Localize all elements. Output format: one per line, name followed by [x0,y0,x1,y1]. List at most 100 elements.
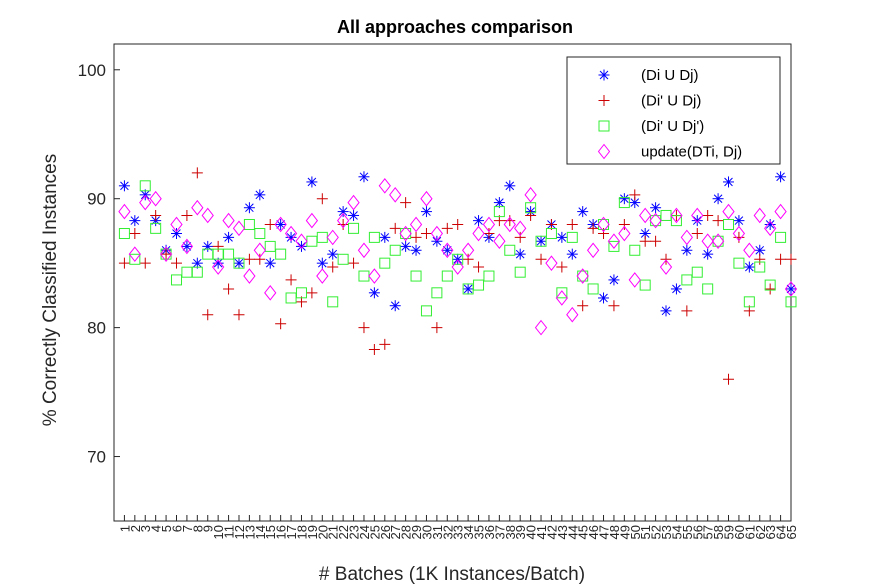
data-point-plus [629,189,641,201]
data-point-diamond [670,207,683,224]
data-point-diamond [399,225,412,242]
asterisk-stroke [734,216,744,225]
asterisk-stroke [672,284,681,294]
x-tick-label: 26 [378,525,393,539]
data-point-square [139,180,151,192]
asterisk-stroke [380,233,390,242]
data-point-square [431,287,443,299]
data-point-diamond [170,216,183,233]
data-point-plus [129,228,141,240]
asterisk-stroke [474,216,483,225]
x-tick-label: 43 [555,525,570,539]
data-point-square [733,257,745,269]
data-point-asterisk [441,244,453,256]
data-point-plus [441,222,453,234]
data-point-asterisk [358,171,370,183]
data-point-diamond [441,242,454,259]
data-point-diamond [586,242,600,259]
asterisk-stroke [630,198,640,207]
data-point-diamond [295,233,308,250]
data-point-diamond [347,194,360,211]
x-tick-label: 49 [617,525,632,539]
data-point-diamond [555,290,568,306]
data-point-plus [525,209,537,221]
data-point-diamond [618,225,631,242]
x-tick-label: 45 [576,525,591,539]
data-point-asterisk [670,283,682,295]
asterisk-stroke [234,258,244,268]
x-tick-label: 14 [253,525,268,539]
data-point-diamond [639,207,652,224]
data-point-square [275,248,287,260]
data-point-diamond [243,268,256,284]
data-point-plus [483,228,495,240]
data-point-diamond [461,242,475,259]
data-point-asterisk [337,206,349,218]
x-tick-label: 23 [347,525,362,539]
asterisk-stroke [661,306,671,316]
x-tick-label: 16 [274,525,289,539]
data-point-square [775,231,787,243]
data-point-asterisk [712,193,724,205]
data-point-diamond [545,255,558,271]
x-tick-label: 31 [430,525,445,539]
data-point-asterisk [368,287,380,299]
x-tick-label: 46 [586,525,601,539]
asterisk-stroke [130,216,140,225]
data-point-square [348,222,360,234]
data-point-asterisk [202,240,214,252]
x-tick-label: 8 [190,525,205,532]
data-point-square [535,235,547,247]
x-tick-label: 60 [732,525,747,539]
y-axis: 70 80 90 100 [78,61,120,467]
x-tick-label: 17 [284,525,299,539]
data-point-plus [702,209,714,221]
x-tick-label: 15 [263,525,278,539]
data-point-asterisk [264,257,276,269]
asterisk-stroke [724,177,733,187]
data-point-square [473,279,485,291]
x-tick-label: 38 [503,525,518,539]
data-point-plus [191,167,203,179]
data-point-plus [691,228,703,240]
asterisk-stroke [286,233,296,242]
data-point-asterisk [295,240,307,252]
data-point-diamond [566,306,579,323]
data-point-diamond [743,242,756,259]
data-point-diamond [576,268,589,284]
data-point-asterisk [566,248,578,260]
data-point-plus [327,261,339,273]
asterisk-stroke [786,284,796,294]
data-point-diamond [472,225,485,242]
x-tick-label: 59 [722,525,737,539]
data-point-square [170,274,182,286]
data-point-diamond [451,259,464,275]
x-axis-label: # Batches (1K Instances/Batch) [319,564,585,585]
data-point-asterisk [723,176,735,188]
legend-label: (Di' U Dj') [641,118,704,135]
data-point-plus [358,322,370,334]
data-point-asterisk [608,274,620,286]
asterisk-stroke [307,177,317,187]
x-tick-label: 44 [565,525,580,539]
data-point-asterisk [389,300,401,312]
data-point-diamond [316,268,329,284]
data-point-square [379,257,391,269]
asterisk-stroke [401,242,410,251]
data-point-asterisk [691,215,703,227]
x-tick-label: 10 [211,525,226,539]
x-tick-label: 21 [326,525,341,539]
data-point-diamond [232,220,246,237]
x-tick-label: 34 [461,525,476,539]
data-point-diamond [503,216,516,233]
data-point-asterisk [702,248,714,260]
data-point-diamond [139,194,152,211]
x-tick-label: 25 [367,525,382,539]
y-tick-label: 70 [87,448,106,467]
data-point-square [504,244,516,256]
data-point-square [243,218,255,230]
data-point-diamond [691,207,704,224]
data-point-plus [764,283,776,295]
data-point-asterisk [598,292,610,304]
asterisk-stroke [317,258,327,268]
